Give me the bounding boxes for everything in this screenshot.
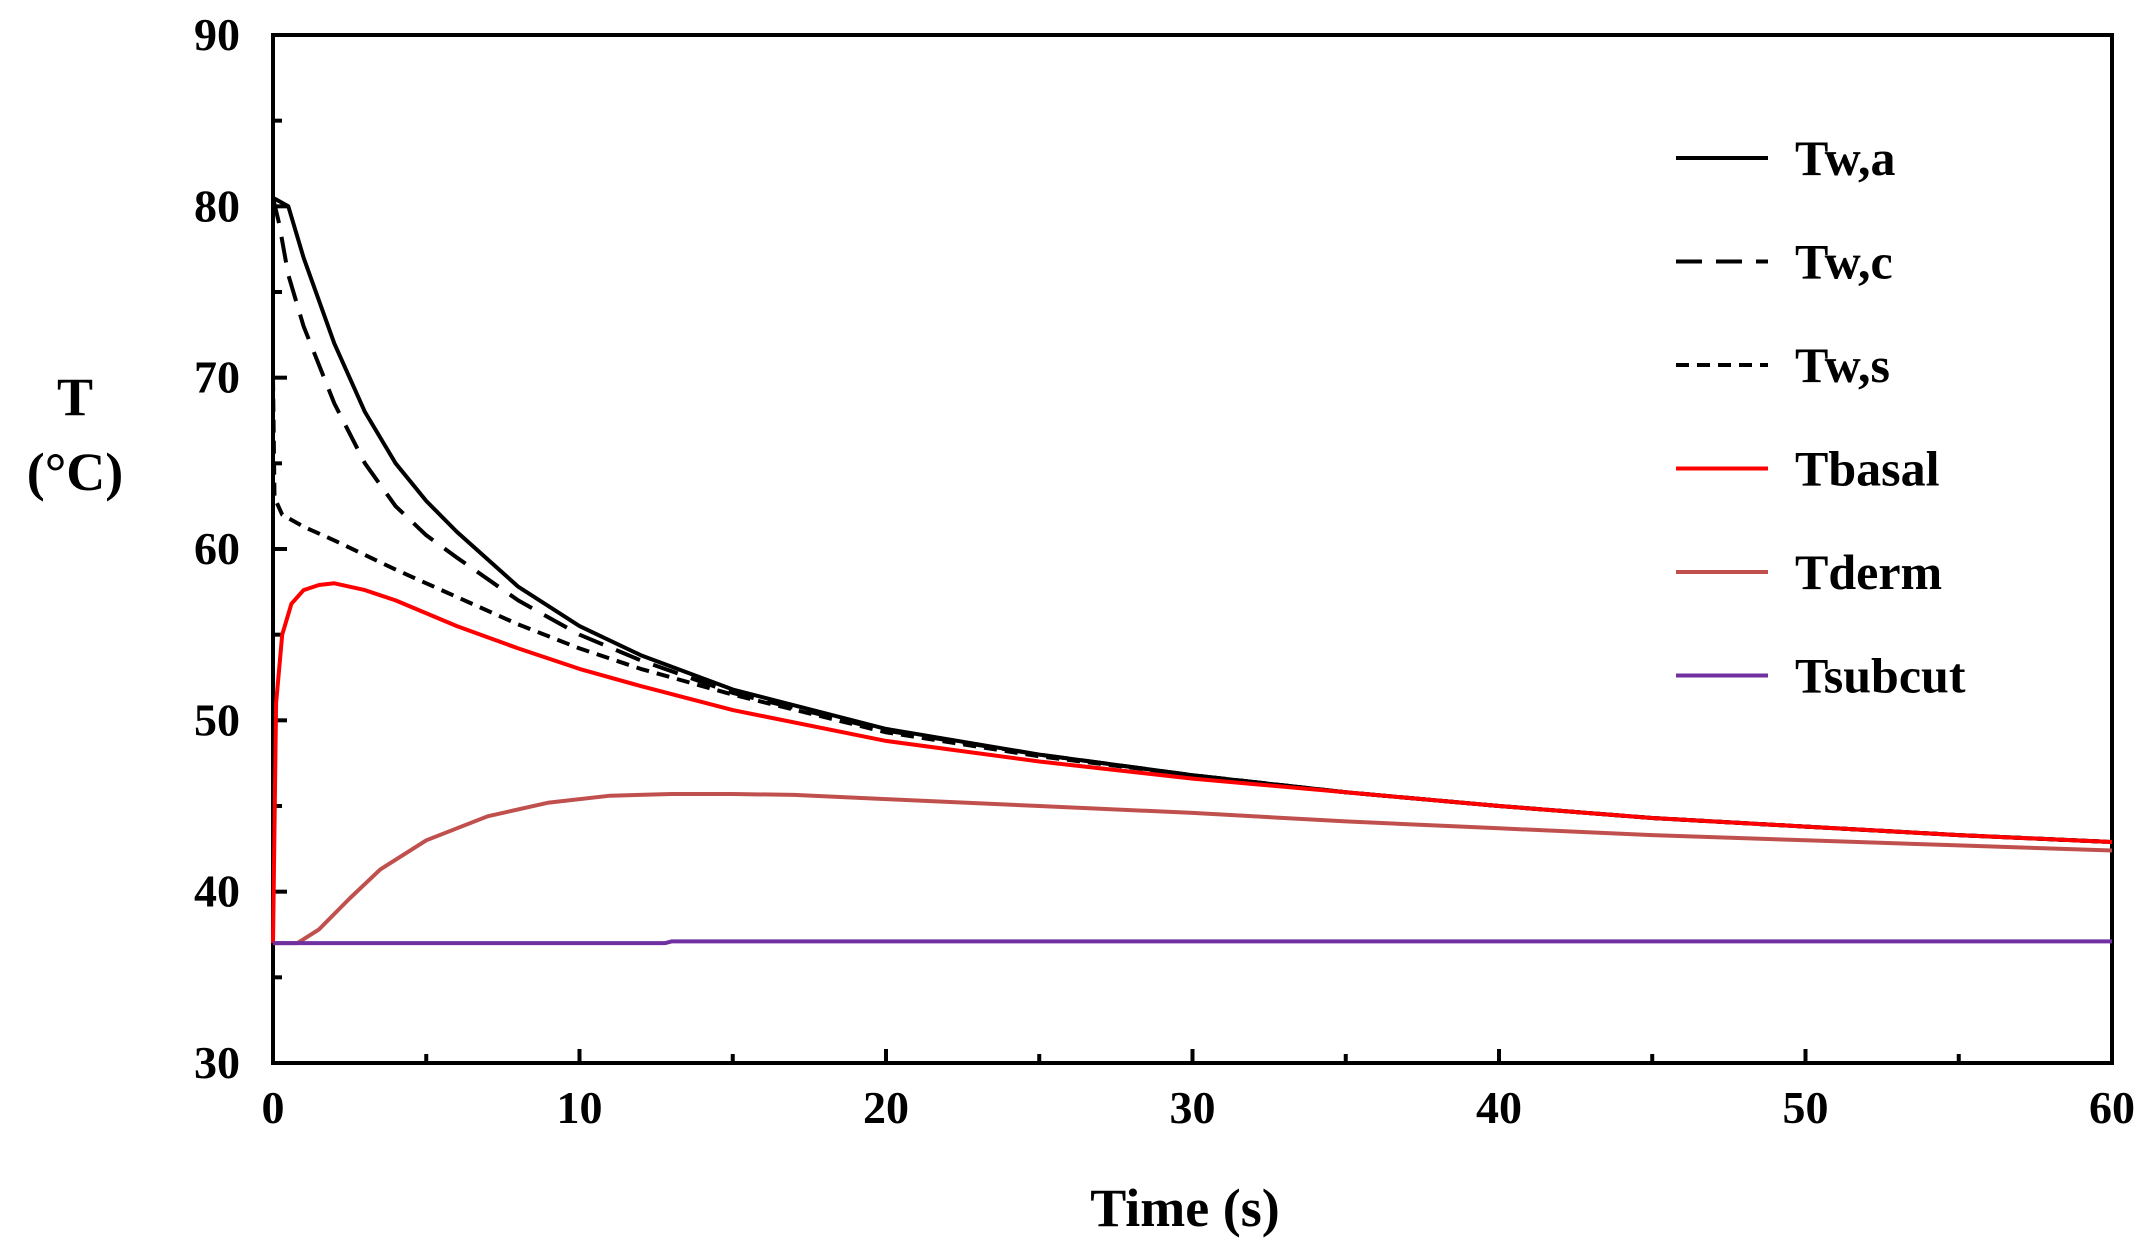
series-line-tbasal <box>271 581 2113 944</box>
series-line-tw-a <box>272 196 2113 844</box>
series-line-tderm <box>273 792 2113 946</box>
x-axis-title: Time (s) <box>1090 1178 1279 1238</box>
y-tick-label: 50 <box>194 694 240 745</box>
y-tick-label: 40 <box>194 866 240 917</box>
y-axis-title-line2: (°C) <box>27 442 124 502</box>
x-tick-label: 10 <box>557 1082 603 1133</box>
x-tick-label: 60 <box>2089 1082 2135 1133</box>
x-tick-label: 40 <box>1476 1082 1522 1133</box>
x-tick-label: 30 <box>1170 1082 1216 1133</box>
legend-label-tw-s: Tw,s <box>1795 337 1890 393</box>
series-line-tw-c <box>271 197 2113 844</box>
y-axis-title-line1: T <box>57 367 93 427</box>
y-tick-label: 80 <box>194 180 240 231</box>
legend-label-tw-c: Tw,c <box>1795 234 1893 290</box>
data-series <box>271 196 2113 946</box>
legend-label-tbasal: Tbasal <box>1795 441 1940 497</box>
x-tick-label: 0 <box>262 1082 285 1133</box>
x-tick-label: 20 <box>863 1082 909 1133</box>
y-tick-label: 60 <box>194 523 240 574</box>
legend-label-tderm: Tderm <box>1795 544 1942 600</box>
y-tick-label: 70 <box>194 352 240 403</box>
y-tick-label: 30 <box>194 1037 240 1088</box>
legend-label-tw-a: Tw,a <box>1795 130 1896 186</box>
y-tick-label: 90 <box>194 9 240 60</box>
legend-label-tsubcut: Tsubcut <box>1795 648 1966 704</box>
axis-tick-labels: 0 10 20 30 40 50 60 30 40 50 60 70 80 90 <box>194 9 2135 1133</box>
series-line-tw-s <box>271 377 2113 844</box>
x-tick-label: 50 <box>1783 1082 1829 1133</box>
series-line-tsubcut <box>273 939 2112 946</box>
legend: Tw,a Tw,c Tw,s Tbasal Tderm Tsubcut <box>1676 130 1966 704</box>
